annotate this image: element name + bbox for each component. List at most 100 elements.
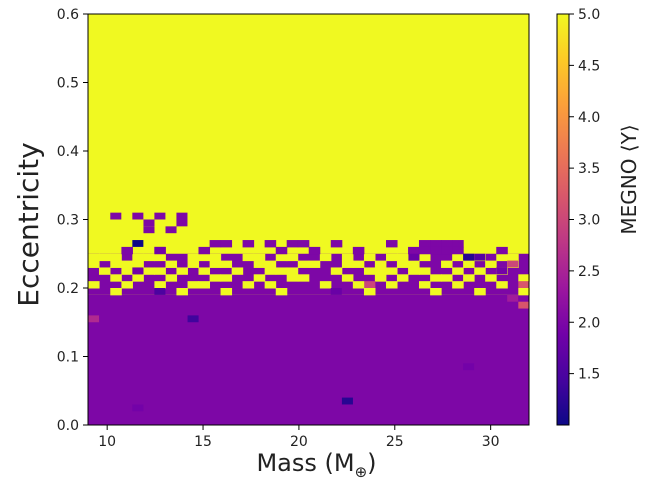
heatmap-cell	[275, 267, 288, 275]
heatmap-cell	[98, 267, 111, 275]
heatmap-cell	[253, 274, 266, 282]
colorbar-tick-label: 4.0	[578, 110, 600, 126]
heatmap-cell	[132, 274, 144, 282]
heatmap-cell	[110, 212, 122, 220]
heatmap-cell	[286, 274, 299, 282]
heatmap-cell	[132, 267, 144, 275]
heatmap-cell	[408, 260, 420, 268]
heatmap-cell	[374, 260, 387, 268]
heatmap-cell	[396, 253, 409, 262]
heatmap-cell	[187, 260, 200, 268]
heatmap-cell	[198, 267, 211, 275]
heatmap-cell	[496, 281, 508, 289]
heatmap-cell	[154, 253, 166, 262]
heatmap-cell	[176, 288, 188, 296]
heatmap-cell	[121, 267, 133, 275]
heatmap-cell	[242, 253, 255, 262]
heatmap-cell	[518, 274, 530, 282]
heatmap-cell	[386, 281, 398, 289]
heatmap-cell	[474, 253, 486, 261]
heatmap-cell	[496, 267, 508, 275]
heatmap-cell	[518, 281, 530, 288]
heatmap-cell	[121, 260, 133, 268]
x-tick-label: 20	[290, 434, 308, 450]
y-tick-label: 0.1	[57, 350, 79, 366]
heatmap-cell	[374, 274, 387, 282]
heatmap-cell	[143, 267, 155, 275]
heatmap-cell	[341, 397, 353, 405]
heatmap-cell	[396, 274, 409, 282]
heatmap-cell	[507, 294, 519, 302]
heatmap-cell	[132, 240, 144, 247]
heatmap-cell	[430, 240, 442, 248]
heatmap-cell	[242, 281, 255, 289]
heatmap-cell	[132, 260, 144, 268]
heatmap-cell	[187, 253, 200, 262]
y-tick-label: 0.4	[57, 144, 79, 160]
heatmap-cell	[408, 246, 420, 255]
heatmap-cell	[297, 260, 310, 268]
heatmap-cell	[418, 246, 431, 255]
heatmap-cell	[253, 260, 266, 268]
heatmap-cell	[341, 260, 354, 268]
heatmap-cell	[209, 240, 222, 248]
heatmap-cell	[264, 267, 277, 275]
heatmap-cell	[286, 253, 299, 262]
heatmap-cell	[319, 253, 332, 262]
heatmap-cell	[154, 267, 166, 275]
heatmap-cell	[507, 260, 519, 268]
heatmap-cell	[485, 260, 497, 268]
heatmap-cell	[507, 253, 519, 262]
heatmap-cell	[430, 288, 442, 296]
heatmap-cell	[518, 301, 530, 309]
heatmap-cell	[88, 281, 100, 289]
heatmap-cell	[430, 246, 442, 255]
heatmap-cell	[220, 274, 233, 282]
heatmap-cell	[98, 253, 111, 262]
heatmap-cell	[198, 253, 211, 262]
heatmap-cell	[165, 274, 178, 282]
heatmap-cell	[452, 267, 464, 275]
heatmap-cell	[386, 240, 398, 248]
heatmap-cell	[496, 253, 508, 262]
x-tick-label: 15	[194, 434, 212, 450]
heatmap-cell	[363, 267, 376, 275]
x-tick-label: 10	[98, 434, 116, 450]
heatmap-cell	[198, 281, 211, 289]
heatmap-cell	[286, 240, 299, 248]
heatmap-cell	[242, 240, 255, 248]
heatmap-cell	[165, 226, 177, 234]
heatmap-cell	[110, 288, 122, 296]
heatmap-cell	[88, 315, 100, 323]
heatmap-cell	[441, 260, 453, 268]
x-axis-ticks: 10 15 20 25 30	[98, 425, 500, 450]
x-tick-label: 25	[386, 434, 404, 450]
heatmap-cell	[220, 240, 233, 248]
x-axis-label: Mass (M⊕)	[256, 449, 376, 481]
heatmap-cell	[264, 260, 277, 268]
heatmap-cell	[330, 240, 343, 248]
heatmap-cell	[88, 253, 100, 262]
heatmap-cell	[165, 260, 178, 268]
y-tick-label: 0.3	[57, 213, 79, 229]
heatmap-cell	[386, 267, 398, 275]
heatmap-cell	[352, 260, 365, 268]
heatmap-cell	[297, 274, 310, 282]
heatmap-cell	[110, 260, 122, 268]
heatmap-cell	[452, 253, 464, 262]
heatmap-cell	[518, 288, 530, 296]
heatmap-cell	[154, 246, 166, 254]
colorbar-tick-label: 4.5	[578, 58, 600, 74]
heatmap-cell	[441, 240, 453, 248]
x-tick-label: 30	[482, 434, 500, 450]
heatmap-cell	[187, 281, 200, 289]
heatmap-cell	[143, 226, 155, 234]
heatmap-cell	[441, 274, 453, 282]
heatmap-cell	[352, 281, 365, 289]
heatmap-cell	[352, 246, 365, 255]
heatmap-cell	[408, 267, 420, 275]
heatmap-cell	[374, 267, 387, 275]
heatmap-cell	[341, 274, 354, 282]
heatmap-cell	[308, 246, 321, 255]
